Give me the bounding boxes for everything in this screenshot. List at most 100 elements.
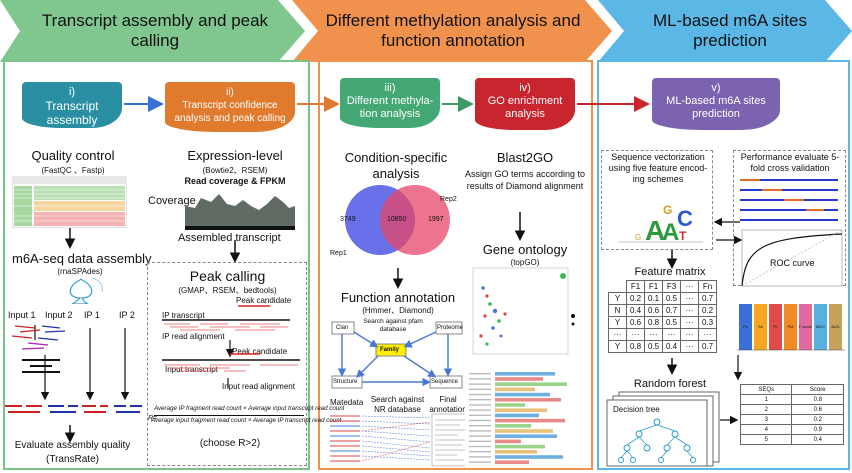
go-bar [495, 398, 561, 402]
go-term-label [469, 445, 491, 448]
metrics-bar-chart: Pc Se Pr Pct F-score MCC AUC [737, 304, 845, 351]
seq-score-table: SEQs Score 1 0.8 2 0.6 3 0.2 4 0.9 5 0.4 [739, 384, 844, 445]
metric-bar-mcc [814, 304, 827, 350]
go-bar [495, 418, 565, 423]
venn-rep2: Rep2 [440, 196, 457, 203]
step-transcript-assembly: i) Transcript assembly [22, 82, 122, 128]
metadata-label: Matedata [330, 398, 364, 407]
fm-h4: ··· [680, 280, 699, 293]
metric-label: Pct [788, 324, 795, 329]
go-bar [495, 372, 555, 376]
expression-tools: (Bowtie2、RSEM) [202, 166, 268, 175]
go-term-label [469, 414, 491, 416]
go-bar [495, 434, 557, 438]
go-bar-chart [465, 368, 583, 468]
roc-curve [741, 229, 843, 287]
metric-label: Pr [774, 324, 779, 329]
metric-bar-pr [769, 304, 782, 350]
function-tools: (Hmmer、Diamond) [362, 306, 434, 315]
qc-report-thumbnail [12, 176, 127, 228]
go-term-label [469, 425, 491, 427]
header-ml: ML-based m6A sites prediction [652, 11, 807, 50]
fm-cell: 0.6 [626, 316, 645, 329]
feature-matrix-title: Feature matrix [634, 266, 706, 278]
fm-cell: 0.2 [698, 304, 717, 317]
structure-box: Structure [333, 379, 358, 385]
fm-cell: ··· [680, 304, 699, 317]
proteome-box: Proteome [437, 325, 464, 331]
go-bar [495, 424, 531, 428]
step-ml: v) ML-based m6A sites prediction [652, 78, 780, 130]
fm-h1: F1 [626, 280, 645, 293]
go-term-label [469, 456, 491, 458]
fm-cell: ··· [680, 340, 699, 353]
fm-cell: 0.1 [644, 292, 663, 305]
go-term-label [469, 419, 491, 422]
peak-calling-title: Peak calling [189, 268, 266, 284]
go-bar [495, 429, 553, 433]
go-bar [495, 403, 525, 407]
svg-text:T: T [679, 229, 687, 243]
score-cell: 0.8 [791, 394, 844, 405]
go-term-label [469, 399, 491, 401]
performance-text: Performance evaluate 5-fold cross valida… [740, 152, 840, 173]
go-bar [495, 455, 563, 459]
venn-middle: 10850 [387, 216, 407, 223]
svg-text:A: A [645, 215, 665, 246]
score-cell: 0.6 [791, 404, 844, 415]
header-methylation: Different methylation analysis and funct… [325, 11, 581, 50]
go-term-label [469, 393, 491, 396]
go-scatter-plot [472, 267, 575, 355]
assembled-transcript-label: Assembled transcript [178, 232, 281, 244]
fm-h3: F3 [662, 280, 681, 293]
fm-cell: 0.5 [662, 292, 681, 305]
metric-bar-pct [784, 304, 797, 350]
go-term-label [469, 388, 491, 390]
nr-alignment-diagram [330, 413, 469, 467]
peak-tools: (GMAP、RSEM、bedtools) [178, 286, 277, 295]
fm-cell: 0.5 [662, 316, 681, 329]
evaluate-tool: (TransRate) [46, 454, 99, 465]
metric-label: Pc [743, 324, 748, 329]
random-forest-diagram [606, 391, 720, 467]
read-coverage: Read coverage & FPKM [184, 176, 286, 186]
fm-cell: Y [608, 292, 627, 305]
go-bar [495, 382, 567, 386]
fm-cell: 0.4 [662, 340, 681, 353]
go-bar [495, 460, 529, 464]
metric-bar-auc [829, 304, 842, 350]
go-bar [495, 387, 535, 392]
fm-cell: 0.5 [644, 340, 663, 353]
venn-rep1: Rep1 [330, 250, 347, 257]
fm-cell: ··· [680, 316, 699, 329]
panel-methylation [318, 60, 593, 470]
qc-tools: (FastQC 、Fastp) [41, 166, 105, 175]
go-bar [495, 439, 521, 444]
panel-ml [597, 60, 850, 470]
fm-cell: Y [608, 340, 627, 353]
go-bar [495, 392, 550, 397]
fm-cell: 0.8 [626, 340, 645, 353]
input-1-label: Input 1 [8, 310, 36, 320]
sequence-box: Sequence [431, 379, 459, 385]
go-bar [495, 413, 539, 418]
seq-vector-box [601, 150, 713, 250]
step-peak-calling: ii) Transcript confidence analysis and pe… [165, 82, 295, 132]
metric-bar-pc [739, 304, 752, 350]
go-term-label [469, 383, 491, 385]
function-title: Function annotation [340, 290, 456, 305]
venn-right: 1997 [428, 216, 444, 223]
condition-title: Condition-specific analysis [344, 150, 448, 181]
topgo-label: (topGO) [510, 258, 540, 267]
fm-cell: 0.3 [698, 316, 717, 329]
seq-cell: 4 [739, 424, 793, 435]
cv-folds [740, 179, 838, 221]
go-bar [495, 377, 543, 381]
input-read-label: Input read alignment [222, 382, 295, 391]
metric-label: AUC [831, 324, 840, 329]
venn-diagram [345, 185, 450, 255]
fm-cell: 0.6 [644, 304, 663, 317]
input-2-label: Input 2 [45, 310, 73, 320]
read-assembly-diagram [5, 325, 142, 413]
